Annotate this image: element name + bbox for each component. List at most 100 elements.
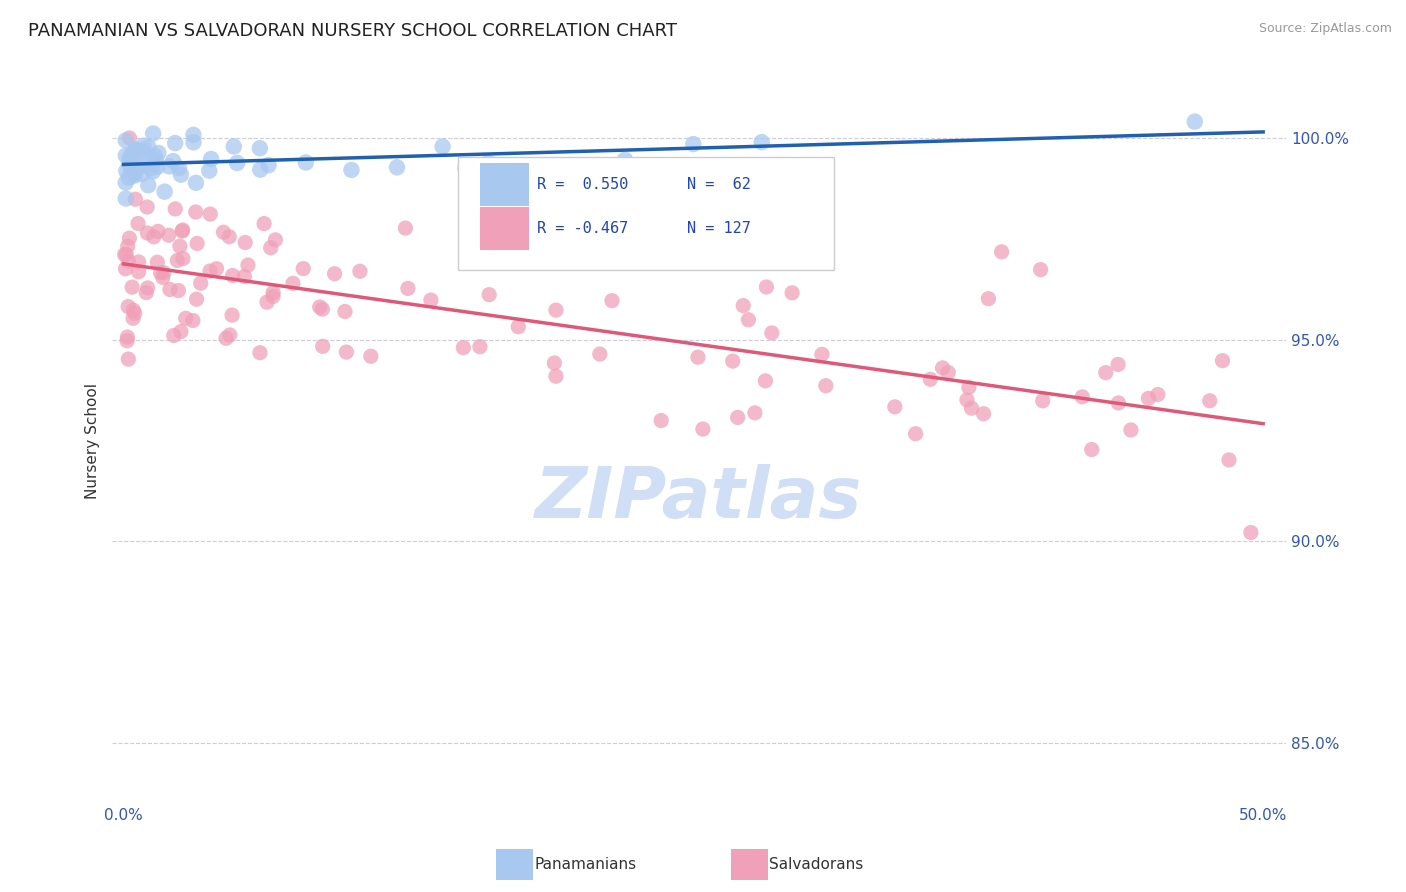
- Point: [920, 372, 942, 386]
- Point: [212, 225, 235, 239]
- Point: [198, 163, 221, 178]
- Point: [477, 156, 499, 170]
- Point: [236, 258, 259, 272]
- Point: [744, 406, 766, 420]
- Point: [184, 176, 207, 190]
- Point: [167, 161, 190, 176]
- Point: [122, 311, 145, 326]
- Point: [118, 231, 141, 245]
- Point: [1211, 353, 1233, 368]
- Point: [977, 292, 1000, 306]
- Point: [135, 285, 157, 300]
- Point: [120, 148, 142, 162]
- Point: [264, 233, 287, 247]
- Point: [136, 200, 159, 214]
- Point: [134, 147, 156, 161]
- Point: [257, 158, 280, 172]
- Point: [127, 217, 149, 231]
- Text: R = -0.467: R = -0.467: [537, 221, 628, 236]
- Point: [142, 229, 165, 244]
- Point: [544, 369, 567, 384]
- Point: [761, 326, 783, 340]
- Point: [222, 139, 245, 153]
- Point: [311, 302, 333, 317]
- Point: [751, 135, 773, 149]
- Point: [432, 139, 454, 153]
- Point: [117, 300, 139, 314]
- FancyBboxPatch shape: [458, 157, 834, 270]
- Point: [115, 247, 138, 261]
- Point: [508, 319, 530, 334]
- Point: [124, 192, 146, 206]
- Point: [128, 255, 150, 269]
- Point: [613, 153, 636, 167]
- Point: [256, 295, 278, 310]
- Point: [385, 161, 408, 175]
- Point: [174, 311, 197, 326]
- Point: [114, 261, 136, 276]
- Point: [733, 299, 755, 313]
- Point: [124, 165, 146, 179]
- Point: [198, 264, 221, 278]
- Point: [190, 277, 212, 291]
- Point: [117, 352, 139, 367]
- Point: [600, 293, 623, 308]
- Point: [1071, 390, 1094, 404]
- Point: [335, 345, 357, 359]
- Point: [1137, 392, 1160, 406]
- Point: [811, 347, 834, 361]
- Point: [114, 176, 136, 190]
- Point: [360, 349, 382, 363]
- Text: Source: ZipAtlas.com: Source: ZipAtlas.com: [1258, 22, 1392, 36]
- Point: [281, 277, 304, 291]
- Point: [132, 138, 155, 153]
- Point: [956, 392, 979, 407]
- Point: [221, 268, 243, 283]
- Point: [135, 157, 157, 171]
- Point: [1198, 393, 1220, 408]
- Point: [146, 224, 169, 238]
- Point: [120, 152, 142, 166]
- Point: [186, 236, 208, 251]
- Point: [960, 401, 983, 416]
- Point: [114, 191, 136, 205]
- Point: [1094, 366, 1116, 380]
- Point: [218, 327, 240, 342]
- Point: [262, 289, 284, 303]
- Point: [221, 308, 243, 322]
- Y-axis label: Nursery School: Nursery School: [86, 383, 100, 499]
- Point: [146, 160, 169, 174]
- Point: [499, 159, 522, 173]
- Point: [122, 145, 145, 160]
- Point: [157, 228, 180, 243]
- Point: [295, 155, 318, 169]
- Point: [159, 282, 181, 296]
- Point: [721, 354, 744, 368]
- Point: [186, 292, 208, 306]
- Point: [215, 331, 238, 345]
- Point: [117, 239, 139, 253]
- Point: [754, 374, 776, 388]
- Point: [1119, 423, 1142, 437]
- Point: [169, 239, 191, 253]
- Point: [122, 157, 145, 171]
- Point: [172, 223, 194, 237]
- Point: [990, 244, 1012, 259]
- Point: [167, 284, 190, 298]
- Point: [153, 185, 176, 199]
- Point: [692, 422, 714, 436]
- Point: [218, 229, 240, 244]
- Point: [170, 325, 193, 339]
- Point: [249, 141, 271, 155]
- Point: [117, 254, 139, 268]
- Point: [172, 224, 194, 238]
- Point: [419, 293, 441, 307]
- Point: [1107, 396, 1129, 410]
- Point: [122, 303, 145, 318]
- Point: [183, 128, 205, 142]
- Point: [755, 280, 778, 294]
- Point: [165, 202, 187, 216]
- Point: [118, 156, 141, 170]
- Point: [453, 341, 475, 355]
- Point: [292, 261, 315, 276]
